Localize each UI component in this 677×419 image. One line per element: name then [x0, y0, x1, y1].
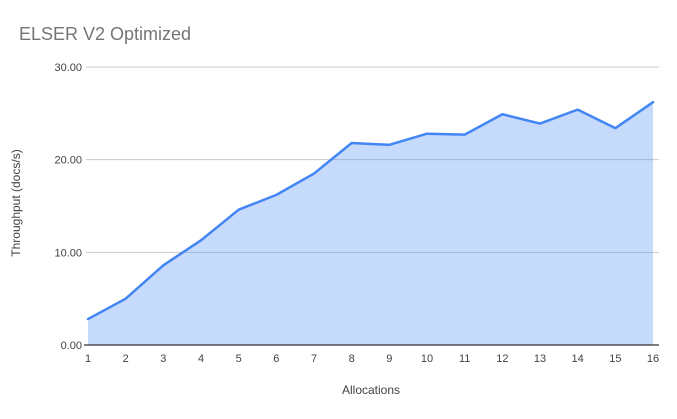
x-tick-label: 8	[349, 353, 355, 365]
y-tick-label: 0.00	[61, 340, 82, 352]
y-tick-label: 10.00	[54, 247, 82, 259]
series-area-fill	[88, 102, 653, 345]
x-tick-label: 6	[273, 353, 279, 365]
y-axis-title: Throughput (docs/s)	[9, 149, 23, 257]
x-tick-label: 10	[421, 353, 433, 365]
x-tick-label: 16	[647, 353, 659, 365]
x-tick-label: 12	[496, 353, 508, 365]
x-tick-label: 13	[534, 353, 546, 365]
x-tick-label: 5	[236, 353, 242, 365]
y-tick-label: 20.00	[54, 155, 82, 167]
x-tick-label: 3	[160, 353, 166, 365]
x-tick-label: 1	[85, 353, 91, 365]
x-tick-label: 7	[311, 353, 317, 365]
chart-title: ELSER V2 Optimized	[19, 24, 192, 44]
x-tick-label: 9	[386, 353, 392, 365]
x-axis-title: Allocations	[341, 383, 401, 397]
x-tick-label: 2	[123, 353, 129, 365]
y-tick-label: 30.00	[54, 62, 82, 74]
x-tick-label: 11	[459, 353, 470, 365]
x-tick-label: 4	[198, 353, 204, 365]
x-tick-label: 14	[572, 353, 584, 365]
series-line	[86, 100, 655, 321]
x-tick-label: 15	[609, 353, 621, 365]
